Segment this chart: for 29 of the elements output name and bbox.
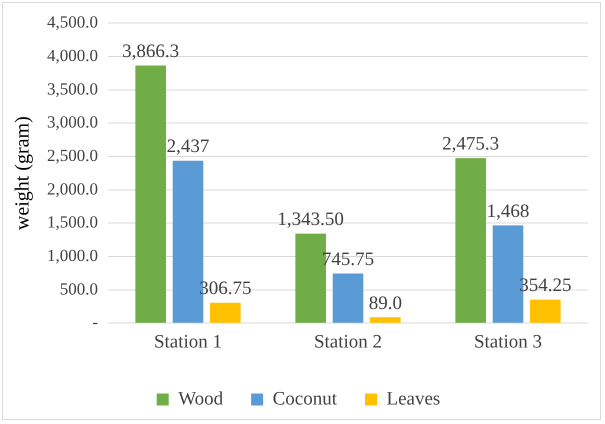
legend-label: Wood [178,388,224,410]
bar [530,300,561,323]
y-tick-label: - [92,312,98,332]
y-tick-label: 4,500.0 [47,12,98,32]
x-tick-label: Station 2 [314,332,382,353]
y-tick-label: 1,500.0 [47,212,98,232]
y-tick-label: 2,000.0 [47,179,98,198]
data-label: 2,475.3 [442,134,500,155]
bar [210,302,241,323]
data-label: 1,468 [486,200,530,222]
data-label: 1,343.50 [277,209,344,230]
legend-label: Leaves [386,388,440,410]
y-tick-label: 3,500.0 [47,79,98,98]
y-tick-label: 3,000.0 [47,112,98,132]
y-tick-label: 500.0 [60,279,98,298]
bar [455,158,486,323]
data-label: 3,866.3 [122,40,180,62]
x-tick-label: Station 3 [474,332,542,353]
bar [370,317,401,323]
y-tick-label: 2,500.0 [47,146,98,165]
bar [135,65,166,323]
x-tick-label: Station 1 [154,332,222,353]
y-tick-label: 4,000.0 [47,46,98,65]
data-label: 2,437 [166,136,210,158]
bar [332,273,364,323]
y-tick-label: 1,000.0 [47,246,98,265]
y-axis-title: weight (gram) [11,116,34,230]
legend-label: Coconut [272,388,338,410]
data-label: 89.0 [368,292,402,314]
